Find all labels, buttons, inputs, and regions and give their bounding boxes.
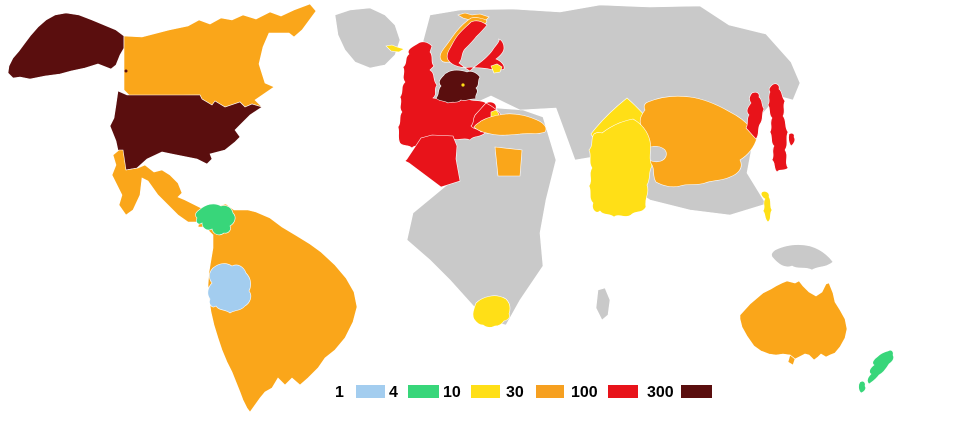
svg-text:4: 4	[389, 384, 398, 401]
svg-text:100: 100	[571, 384, 598, 401]
svg-text:300: 300	[647, 384, 674, 401]
svg-text:1: 1	[335, 384, 344, 401]
svg-text:30: 30	[506, 384, 524, 401]
svg-text:10: 10	[443, 384, 461, 401]
